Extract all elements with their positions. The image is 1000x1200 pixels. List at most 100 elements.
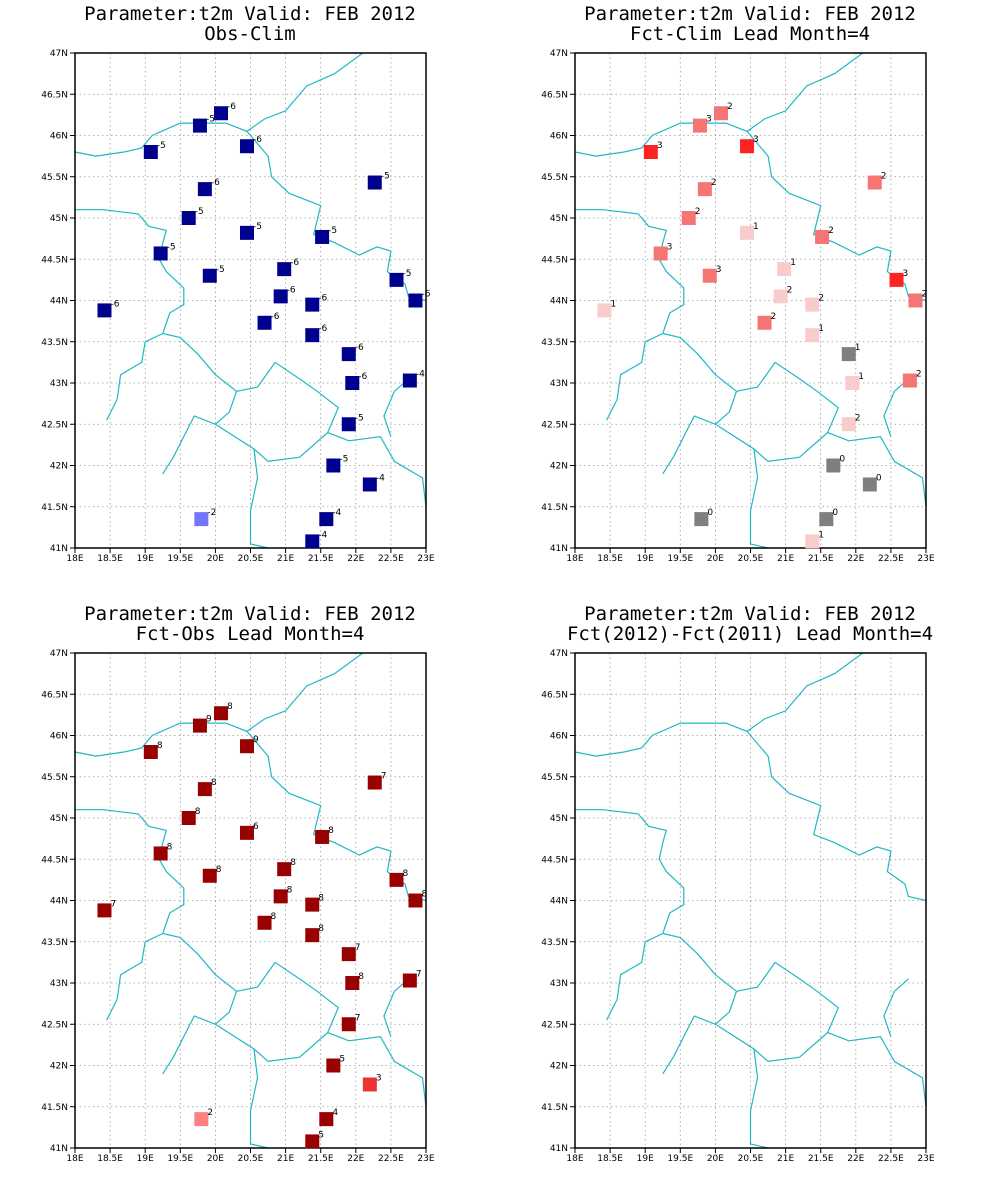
border-line [574,722,927,902]
x-tick-label: 23E [417,1154,434,1164]
station-value: 4 [332,1108,338,1118]
station-marker [757,315,772,330]
station-marker [202,868,217,883]
station-value: 9 [253,735,259,745]
x-tick-label: 18.5E [97,554,123,564]
panel-obs-clim: Parameter:t2m Valid: FEB 2012 Obs-Clim 1… [35,0,465,580]
station-marker [239,139,254,154]
station-value: -5 [167,242,176,252]
station-value: 9 [206,715,212,725]
x-tick-label: 22.5E [878,1154,904,1164]
x-tick-label: 22E [347,1154,364,1164]
border-line [253,432,329,463]
y-tick-label: 42N [50,462,68,472]
station-marker [402,373,417,388]
station-value: -6 [271,312,280,322]
border-line [753,1032,829,1063]
station-value: -4 [376,473,385,483]
map-fct-fct: 18E 18.5E 19E 19.5E 20E 20.5E 21E 21.5E 22E 22.5E… [541,649,935,1164]
y-tick-label: 41N [50,544,68,554]
y-tick-label: 47N [50,49,68,59]
station-value: -6 [211,178,220,188]
border-line [575,809,685,1021]
border-line [162,932,238,1075]
border-line [715,423,769,549]
station-marker [305,928,320,943]
x-tick-label: 23E [917,1154,934,1164]
y-tick-label: 41.5N [541,1103,568,1113]
station-marker [197,782,212,797]
station-value: -6 [287,285,296,295]
x-tick-label: 22E [847,1154,864,1164]
y-tick-label: 42.5N [41,420,68,430]
station-marker [214,706,229,721]
axes: 18E 18.5E 19E 19.5E 20E 20.5E 21E 21.5E 22E 22.5E… [541,649,935,1164]
y-tick-label: 43.5N [41,938,68,948]
station-value: -5 [339,455,348,465]
station-value: 8 [318,894,324,904]
axes: 18E 18.5E 19E 19.5E 20E 20.5E 21E 21.5E 22E 22.5E… [541,49,935,564]
station-marker [257,315,272,330]
station-value: -6 [318,294,327,304]
station-value: -6 [110,299,119,309]
y-tick-label: 45.5N [541,773,568,783]
y-tick-label: 42N [550,1062,568,1072]
station-value: -5 [206,115,215,125]
station-marker [277,262,292,277]
map-fct-obs: 18E 18.5E 19E 19.5E 20E 20.5E 21E 21.5E 22E 22.5E… [41,649,435,1164]
station-value: 8 [216,865,222,875]
station-value: 8 [211,778,217,788]
station-marker [341,347,356,362]
station-value: -6 [358,372,367,382]
station-value: -4 [416,370,425,380]
panel-title-line1: Parameter:t2m Valid: FEB 2012 [584,603,916,625]
station-marker [889,272,904,287]
station-marker [192,718,207,733]
station-value: -6 [227,102,236,112]
station-marker [389,872,404,887]
station-value: -5 [253,222,262,232]
station-value: 2 [771,312,777,322]
station-marker [319,512,334,527]
y-tick-label: 42N [550,462,568,472]
border-line [246,652,364,732]
stations: 2 3 3 3 2 2 2 1 2 3 1 3 3 2 2 2 1 2 1 1 1 2 2 0 0 0 0 1 [597,102,927,549]
x-tick-label: 19.5E [167,554,193,564]
panel-fct-obs: Parameter:t2m Valid: FEB 2012 Fct-Obs Le… [35,600,465,1180]
station-value: 2 [881,172,887,182]
x-tick-label: 21E [277,554,294,564]
x-tick-label: 18.5E [597,554,623,564]
station-marker [153,246,168,261]
y-tick-label: 44.5N [541,855,568,865]
station-marker [805,534,820,549]
station-value: 3 [667,242,673,252]
y-tick-label: 44.5N [541,255,568,265]
border-line [746,52,864,132]
x-tick-label: 22.5E [378,554,404,564]
station-value: 8 [227,702,233,712]
y-tick-label: 41N [550,544,568,554]
axes: 18E 18.5E 19E 19.5E 20E 20.5E 21E 21.5E 22E 22.5E… [41,649,435,1164]
station-marker [181,211,196,225]
station-marker [845,376,860,390]
station-marker [739,139,754,154]
y-tick-label: 45N [550,814,568,824]
border-line [383,378,409,437]
y-tick-label: 43N [550,979,568,989]
station-value: -6 [290,258,299,268]
station-value: 2 [711,178,717,188]
station-marker [362,477,377,492]
station-marker [694,512,709,527]
station-value: 1 [753,222,759,232]
station-value: 1 [610,299,616,309]
station-value: -5 [216,265,225,275]
border-line [236,361,427,507]
station-marker [257,915,272,930]
x-tick-label: 21E [277,1154,294,1164]
x-tick-label: 20.5E [738,554,764,564]
station-marker [341,947,356,962]
station-marker [362,1077,377,1092]
map-obs-clim: 18E 18.5E 19E 19.5E 20E 20.5E 21E 21.5E 22E 22.5E… [41,49,435,564]
station-value: 3 [903,269,909,279]
axes: 18E 18.5E 19E 19.5E 20E 20.5E 21E 21.5E 22E 22.5E… [41,49,435,564]
